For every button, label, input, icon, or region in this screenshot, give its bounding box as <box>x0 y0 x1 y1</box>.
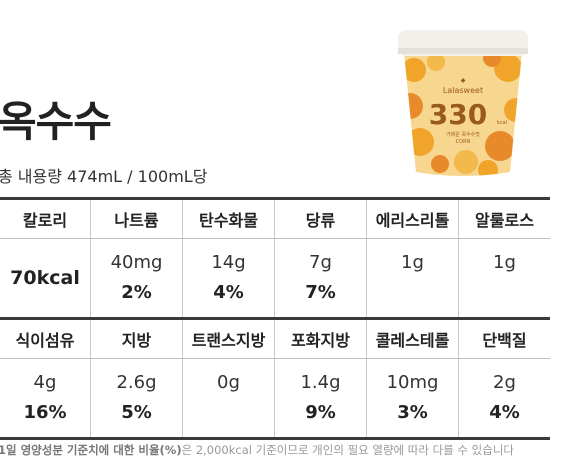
header-calories: 칼로리 <box>22 211 68 230</box>
daily-value-footnote: 1일 영양성분 기준치에 대한 비율(%)은 2,000kcal 기준이므로 개… <box>0 442 514 458</box>
value-cell-trans-fat: 0g <box>182 359 274 437</box>
footnote-text: 은 2,000kcal 기준이므로 개인의 필요 열량에 따라 다를 수 있습니… <box>181 443 514 457</box>
dietary-fiber-amount: 4g <box>33 372 57 393</box>
cholesterol-percent: 3% <box>397 402 428 423</box>
product-cup-image: ◆ Lalasweet 330 kcal 가벼운 옥수수맛 CORN <box>398 30 528 176</box>
sodium-percent: 2% <box>121 282 152 303</box>
header-protein: 단백질 <box>458 320 550 358</box>
sugars-percent: 7% <box>305 282 336 303</box>
trans-fat-amount: 0g <box>217 372 240 393</box>
value-cell-erythritol: 1g <box>366 239 458 317</box>
carbohydrate-percent: 4% <box>213 282 244 303</box>
value-cell-allulose: 1g <box>458 239 550 317</box>
header-carbohydrate: 탄수화물 <box>182 200 274 238</box>
nutrition-value-row-2: 4g 16% 2.6g 5% 0g 1.4g 9% 10mg 3% 2g 4% <box>0 359 550 437</box>
value-cell-sodium: 40mg 2% <box>90 239 182 317</box>
svg-text:◆: ◆ <box>461 77 466 84</box>
footnote-bold: 1일 영양성분 기준치에 대한 비율(%) <box>0 443 182 457</box>
value-cell-calories: 70kcal <box>0 239 90 317</box>
cup-flavor-en: CORN <box>456 139 471 145</box>
header-dietary-fiber: 식이섬유 <box>15 331 75 350</box>
allulose-amount: 1g <box>493 252 516 273</box>
erythritol-amount: 1g <box>401 252 424 273</box>
nutrition-header-row-2: 식이섬유 지방 트랜스지방 포화지방 콜레스테롤 단백질 <box>0 320 550 359</box>
protein-percent: 4% <box>489 402 520 423</box>
header-trans-fat: 트랜스지방 <box>182 320 274 358</box>
cholesterol-amount: 10mg <box>386 372 439 393</box>
nutrition-header-row-1: 칼로리 나트륨 탄수화물 당류 에리스리톨 알룰로스 <box>0 200 550 239</box>
protein-amount: 2g <box>493 372 516 393</box>
header-allulose: 알룰로스 <box>458 200 550 238</box>
table-rule-top <box>0 197 550 200</box>
header-fat: 지방 <box>90 320 182 358</box>
value-cell-sugars: 7g 7% <box>274 239 366 317</box>
fat-percent: 5% <box>121 402 152 423</box>
dietary-fiber-percent: 16% <box>23 402 67 423</box>
cup-calories: 330 <box>429 98 487 131</box>
value-cell-protein: 2g 4% <box>458 359 550 437</box>
header-erythritol: 에리스리톨 <box>366 200 458 238</box>
serving-info: 총 내용량 474mL / 100mL당 <box>0 167 208 186</box>
calories-amount: 70kcal <box>10 267 80 289</box>
header-sodium: 나트륨 <box>90 200 182 238</box>
value-cell-dietary-fiber: 4g 16% <box>0 359 90 437</box>
nutrition-value-row-1: 70kcal 40mg 2% 14g 4% 7g 7% 1g 1g <box>0 239 550 317</box>
cup-brand: Lalasweet <box>443 86 483 95</box>
value-cell-saturated-fat: 1.4g 9% <box>274 359 366 437</box>
header-cholesterol: 콜레스테롤 <box>366 320 458 358</box>
table-rule-bottom <box>0 437 550 440</box>
nutrition-table: 칼로리 나트륨 탄수화물 당류 에리스리톨 알룰로스 70kcal 40mg 2… <box>0 197 550 440</box>
value-cell-fat: 2.6g 5% <box>90 359 182 437</box>
sodium-amount: 40mg <box>110 252 163 273</box>
cup-calories-unit: kcal <box>497 120 507 126</box>
header-saturated-fat: 포화지방 <box>274 320 366 358</box>
carbohydrate-amount: 14g <box>211 252 246 273</box>
saturated-fat-amount: 1.4g <box>300 372 341 393</box>
sugars-amount: 7g <box>309 252 332 273</box>
value-cell-carbohydrate: 14g 4% <box>182 239 274 317</box>
saturated-fat-percent: 9% <box>305 402 336 423</box>
cup-flavor-kr: 가벼운 옥수수맛 <box>446 131 480 138</box>
table-rule-middle <box>0 317 550 320</box>
value-cell-cholesterol: 10mg 3% <box>366 359 458 437</box>
fat-amount: 2.6g <box>116 372 157 393</box>
product-title: 옥수수 <box>0 97 112 146</box>
header-sugars: 당류 <box>274 200 366 238</box>
